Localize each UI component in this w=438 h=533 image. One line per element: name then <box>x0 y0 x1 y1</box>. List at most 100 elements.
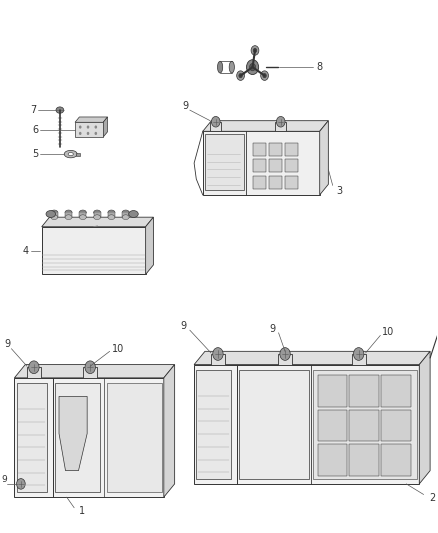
Bar <box>55 383 100 492</box>
Polygon shape <box>419 351 430 484</box>
Polygon shape <box>103 117 107 137</box>
Circle shape <box>276 116 285 127</box>
Bar <box>75 122 103 137</box>
Bar <box>108 212 115 217</box>
Text: 3: 3 <box>336 185 342 196</box>
Text: 9: 9 <box>180 321 186 331</box>
Bar <box>313 370 417 479</box>
Bar <box>94 212 101 217</box>
Ellipse shape <box>108 215 115 220</box>
Ellipse shape <box>68 152 73 156</box>
Ellipse shape <box>65 210 72 215</box>
Ellipse shape <box>122 210 129 215</box>
Ellipse shape <box>51 210 58 215</box>
Ellipse shape <box>218 61 223 73</box>
Bar <box>350 375 379 407</box>
Polygon shape <box>42 217 153 227</box>
Circle shape <box>95 132 97 135</box>
Bar <box>318 375 347 407</box>
Ellipse shape <box>263 74 266 78</box>
Polygon shape <box>14 365 175 378</box>
Bar <box>210 122 221 131</box>
Ellipse shape <box>64 150 77 158</box>
Text: 6: 6 <box>32 125 38 135</box>
Bar <box>286 176 298 189</box>
Text: 7: 7 <box>30 105 36 115</box>
Polygon shape <box>75 117 107 122</box>
Bar <box>42 227 145 274</box>
Bar <box>253 176 265 189</box>
Text: 10: 10 <box>381 327 394 337</box>
Bar <box>381 375 411 407</box>
Circle shape <box>212 116 220 127</box>
Ellipse shape <box>253 49 257 53</box>
Bar <box>194 365 419 484</box>
Bar <box>14 378 164 497</box>
Circle shape <box>87 132 89 135</box>
Bar <box>253 143 265 156</box>
Bar <box>51 212 58 217</box>
Ellipse shape <box>108 210 115 215</box>
Polygon shape <box>320 120 328 195</box>
Text: 8: 8 <box>317 62 323 72</box>
Ellipse shape <box>250 63 256 71</box>
Circle shape <box>29 361 39 374</box>
Polygon shape <box>164 365 175 497</box>
Text: 4: 4 <box>22 246 28 256</box>
Bar <box>350 410 379 441</box>
Circle shape <box>280 348 290 360</box>
Bar <box>278 354 292 365</box>
Bar <box>269 176 282 189</box>
Bar <box>350 444 379 476</box>
Ellipse shape <box>129 211 138 217</box>
Ellipse shape <box>94 215 101 220</box>
Circle shape <box>79 125 81 128</box>
Bar <box>318 444 347 476</box>
Ellipse shape <box>261 71 268 80</box>
Polygon shape <box>59 397 87 471</box>
Text: 1: 1 <box>78 506 85 516</box>
Ellipse shape <box>56 107 64 114</box>
Ellipse shape <box>251 46 259 55</box>
Text: 10: 10 <box>112 344 124 354</box>
Ellipse shape <box>239 74 242 78</box>
Bar <box>27 367 41 378</box>
Bar <box>275 122 286 131</box>
Bar <box>286 143 298 156</box>
Bar <box>239 370 309 479</box>
Bar <box>381 444 411 476</box>
Ellipse shape <box>46 211 56 217</box>
Ellipse shape <box>122 215 129 220</box>
Circle shape <box>95 125 97 128</box>
Bar <box>17 383 47 492</box>
Bar <box>79 212 86 217</box>
Polygon shape <box>194 351 430 365</box>
Bar <box>269 143 282 156</box>
Polygon shape <box>203 120 328 131</box>
Ellipse shape <box>79 210 86 215</box>
Bar <box>318 410 347 441</box>
Polygon shape <box>145 217 153 274</box>
Circle shape <box>87 125 89 128</box>
Ellipse shape <box>51 215 58 220</box>
Ellipse shape <box>237 71 244 80</box>
Bar <box>203 131 320 195</box>
Text: 2: 2 <box>429 493 435 503</box>
Ellipse shape <box>79 215 86 220</box>
Bar <box>381 410 411 441</box>
Bar <box>352 354 366 365</box>
Bar <box>122 212 129 217</box>
Bar <box>106 383 162 492</box>
Bar <box>65 212 72 217</box>
Circle shape <box>213 348 223 360</box>
Circle shape <box>17 479 25 489</box>
Text: 9: 9 <box>182 101 188 111</box>
Circle shape <box>353 348 364 360</box>
Ellipse shape <box>229 61 234 73</box>
Ellipse shape <box>65 215 72 220</box>
Text: 9: 9 <box>2 475 7 484</box>
Text: 5: 5 <box>32 149 38 159</box>
Bar <box>269 159 282 172</box>
Ellipse shape <box>247 60 258 75</box>
Bar <box>196 370 231 479</box>
